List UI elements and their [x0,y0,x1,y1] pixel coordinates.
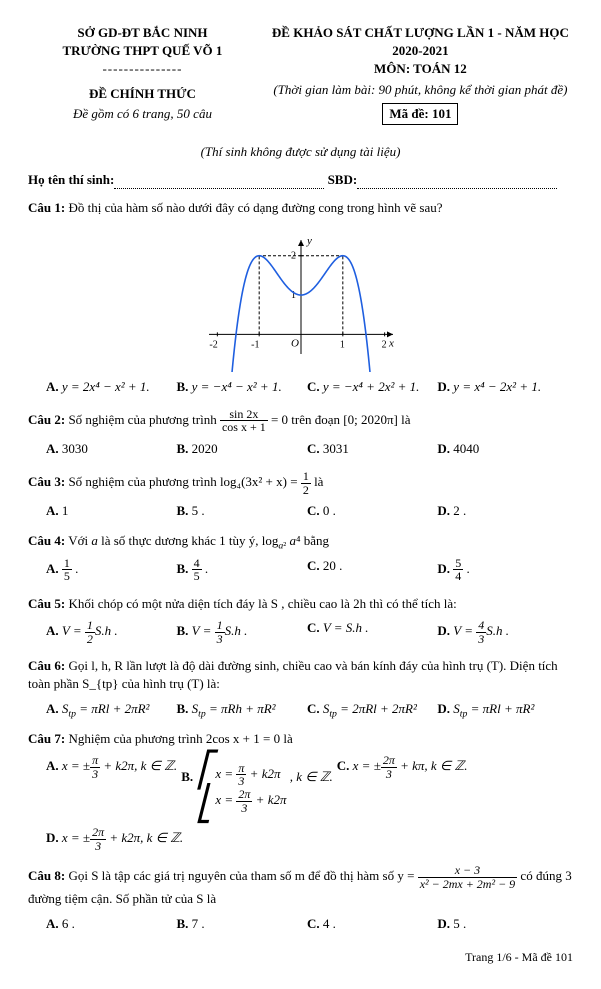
q-label: Câu 5: [28,596,65,611]
exam-code: Mã đề: 101 [382,103,458,125]
q1-optA: y = 2x⁴ − x² + 1. [62,379,150,394]
q1-stem: Đồ thị của hàm số nào dưới đây có dạng đ… [68,200,442,215]
instruction-note: (Thí sinh không được sử dụng tài liệu) [28,143,573,161]
svg-text:-1: -1 [251,339,259,350]
page-header: SỞ GD-ĐT BẮC NINH TRƯỜNG THPT QUẾ VÕ 1 -… [28,24,573,125]
exam-meta: Đề gồm có 6 trang, 50 câu [28,105,257,123]
q-label: Câu 1: [28,200,65,215]
separator: --------------- [28,60,257,78]
q-label: Câu 8: [28,868,65,883]
q-label: Câu 3: [28,474,65,489]
q1-optC: y = −x⁴ + 2x² + 1. [323,379,420,394]
subject: MÔN: TOÁN 12 [268,60,573,78]
question-7: Câu 7: Nghiệm của phương trình 2cos x + … [28,730,573,854]
q1-optD: y = x⁴ − 2x² + 1. [453,379,541,394]
fill-row: Họ tên thí sinh: SBD: [28,171,573,189]
name-label: Họ tên thí sinh: [28,172,114,187]
org-line-1: SỞ GD-ĐT BẮC NINH [28,24,257,42]
svg-text:y: y [306,235,312,247]
svg-text:2: 2 [381,339,386,350]
question-8: Câu 8: Gọi S là tập các giá trị nguyên c… [28,864,573,935]
q1-graph: xyO-2-11212 [191,222,411,372]
q-label: Câu 7: [28,731,65,746]
question-2: Câu 2: Số nghiệm của phương trình sin 2x… [28,408,573,460]
svg-text:1: 1 [339,339,344,350]
svg-text:O: O [291,337,299,349]
question-1: Câu 1: Đồ thị của hàm số nào dưới đây có… [28,199,573,397]
svg-text:-2: -2 [209,339,217,350]
org-line-2: TRƯỜNG THPT QUẾ VÕ 1 [28,42,257,60]
duration: (Thời gian làm bài: 90 phút, không kể th… [268,81,573,99]
svg-text:x: x [388,337,394,349]
sbd-label: SBD: [328,172,358,187]
question-6: Câu 6: Gọi l, h, R lần lượt là độ dài đư… [28,657,573,720]
q-label: Câu 2: [28,412,65,427]
question-5: Câu 5: Khối chóp có một nửa diện tích đá… [28,595,573,647]
q1-optB: y = −x⁴ − x² + 1. [192,379,282,394]
question-3: Câu 3: Số nghiệm của phương trình log₄(3… [28,470,573,522]
page-footer: Trang 1/6 - Mã đề 101 [28,949,573,966]
exam-official: ĐỀ CHÍNH THỨC [28,85,257,103]
q-label: Câu 4: [28,533,65,548]
question-4: Câu 4: Với a là số thực dương khác 1 tùy… [28,532,573,584]
exam-title: ĐỀ KHẢO SÁT CHẤT LƯỢNG LẦN 1 - NĂM HỌC 2… [268,24,573,60]
q-label: Câu 6: [28,658,65,673]
